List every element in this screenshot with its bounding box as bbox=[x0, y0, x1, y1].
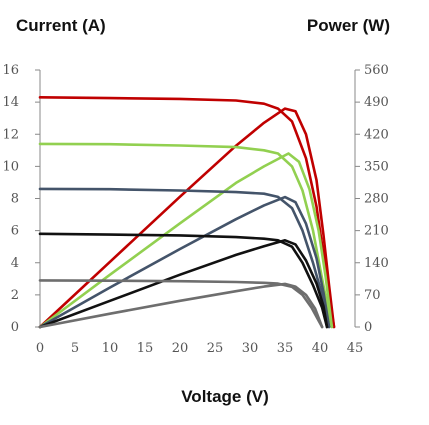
x-tick-label: 45 bbox=[347, 341, 364, 356]
power-curve-5 bbox=[38, 282, 324, 329]
y-right-tick-label: 0 bbox=[364, 320, 372, 335]
current-curve-5 bbox=[38, 279, 324, 329]
x-tick-label: 30 bbox=[242, 341, 259, 356]
x-tick-label: 10 bbox=[102, 341, 119, 356]
current-curve-2 bbox=[38, 142, 334, 329]
left-axis-title: Current (A) bbox=[16, 16, 106, 35]
y-right-tick-label: 70 bbox=[364, 288, 381, 303]
series-layer bbox=[38, 96, 336, 329]
y-left-tick-label: 6 bbox=[11, 224, 19, 239]
y-right-tick-label: 490 bbox=[364, 95, 389, 110]
y-right-tick-label: 420 bbox=[364, 127, 389, 142]
y-left-tick-label: 0 bbox=[11, 320, 19, 335]
x-ticks: 0 5 10 15 20 25 30 35 40 45 bbox=[36, 341, 363, 356]
x-tick-label: 40 bbox=[312, 341, 329, 356]
y-right-ticks: 0 70 140 210 280 350 420 490 560 bbox=[355, 63, 389, 335]
y-left-tick-label: 14 bbox=[2, 95, 19, 110]
y-right-tick-label: 350 bbox=[364, 159, 389, 174]
y-right-tick-label: 280 bbox=[364, 192, 389, 207]
x-tick-label: 25 bbox=[207, 341, 224, 356]
x-tick-label: 0 bbox=[36, 341, 44, 356]
y-left-tick-label: 12 bbox=[2, 127, 19, 142]
power-curve-2 bbox=[38, 152, 334, 329]
power-curve-4 bbox=[38, 239, 329, 329]
y-left-ticks: 0 2 4 6 8 10 12 14 16 bbox=[2, 63, 40, 335]
y-left-tick-label: 10 bbox=[2, 159, 19, 174]
current-curve-3 bbox=[38, 187, 331, 329]
x-tick-label: 15 bbox=[137, 341, 154, 356]
x-tick-label: 20 bbox=[172, 341, 189, 356]
y-right-tick-label: 560 bbox=[364, 63, 389, 78]
y-left-tick-label: 4 bbox=[11, 256, 19, 271]
x-tick-label: 5 bbox=[71, 341, 79, 356]
x-tick-label: 35 bbox=[277, 341, 294, 356]
power-curve-3 bbox=[38, 195, 331, 329]
y-left-tick-label: 8 bbox=[11, 192, 19, 207]
current-curve-4 bbox=[38, 232, 329, 329]
y-right-tick-label: 140 bbox=[364, 256, 389, 271]
power-curve-1 bbox=[38, 107, 336, 329]
y-left-tick-label: 16 bbox=[2, 63, 19, 78]
y-left-tick-label: 2 bbox=[11, 288, 19, 303]
y-right-tick-label: 210 bbox=[364, 224, 389, 239]
axes bbox=[39, 70, 356, 327]
right-axis-title: Power (W) bbox=[307, 16, 390, 35]
x-axis-title: Voltage (V) bbox=[181, 387, 269, 406]
